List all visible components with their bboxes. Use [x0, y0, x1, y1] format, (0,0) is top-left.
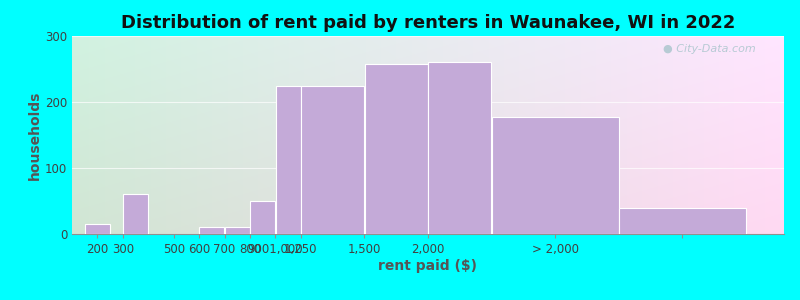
Bar: [619, 208, 746, 234]
Bar: [492, 116, 618, 234]
Bar: [428, 62, 491, 234]
X-axis label: rent paid ($): rent paid ($): [378, 259, 478, 273]
Bar: [301, 85, 364, 234]
Bar: [225, 227, 250, 234]
Title: Distribution of rent paid by renters in Waunakee, WI in 2022: Distribution of rent paid by renters in …: [121, 14, 735, 32]
Bar: [123, 194, 148, 234]
Text: ● City-Data.com: ● City-Data.com: [663, 44, 756, 54]
Bar: [250, 201, 275, 234]
Y-axis label: households: households: [28, 90, 42, 180]
Bar: [275, 85, 301, 234]
Bar: [199, 227, 225, 234]
Bar: [85, 224, 110, 234]
Bar: [365, 64, 428, 234]
